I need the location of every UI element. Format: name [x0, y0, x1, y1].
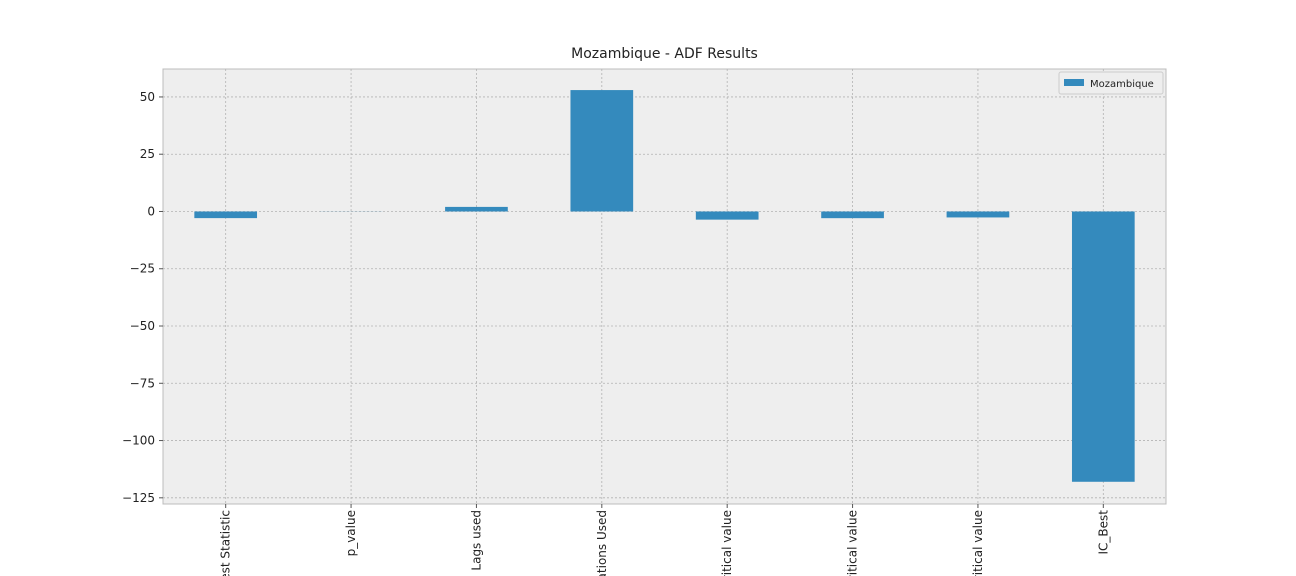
bar — [445, 206, 508, 212]
chart-title: Mozambique - ADF Results — [571, 46, 758, 62]
bar — [695, 211, 759, 220]
x-tick-label: p_value — [344, 510, 358, 556]
y-tick-label: −50 — [130, 319, 155, 333]
y-tick-label: 25 — [140, 147, 155, 161]
x-tick-label: IC_Best — [1096, 510, 1110, 555]
x-tick-label: ritical value — [720, 510, 734, 576]
x-tick-label: est Statistic — [219, 510, 233, 576]
x-tick-label: Lags used — [469, 510, 483, 571]
legend-box — [1058, 71, 1164, 95]
x-tick-label: ritical value — [846, 510, 860, 576]
bar — [570, 90, 634, 212]
bar — [821, 211, 884, 219]
legend-label: Mozambique — [1090, 79, 1154, 90]
y-tick-label: 50 — [140, 90, 155, 104]
bar — [1071, 211, 1135, 482]
y-tick-label: −100 — [122, 434, 155, 448]
y-tick-label: 0 — [147, 204, 155, 218]
y-tick-label: −25 — [130, 262, 155, 276]
plot-area — [162, 68, 1167, 505]
x-tick-label: ritical value — [971, 510, 985, 576]
bar — [946, 211, 1010, 218]
y-tick-label: −75 — [130, 376, 155, 390]
x-tick-label: ations Used — [595, 510, 609, 576]
y-tick-label: −125 — [122, 491, 155, 505]
legend-swatch — [1064, 79, 1084, 86]
bar — [194, 211, 258, 219]
